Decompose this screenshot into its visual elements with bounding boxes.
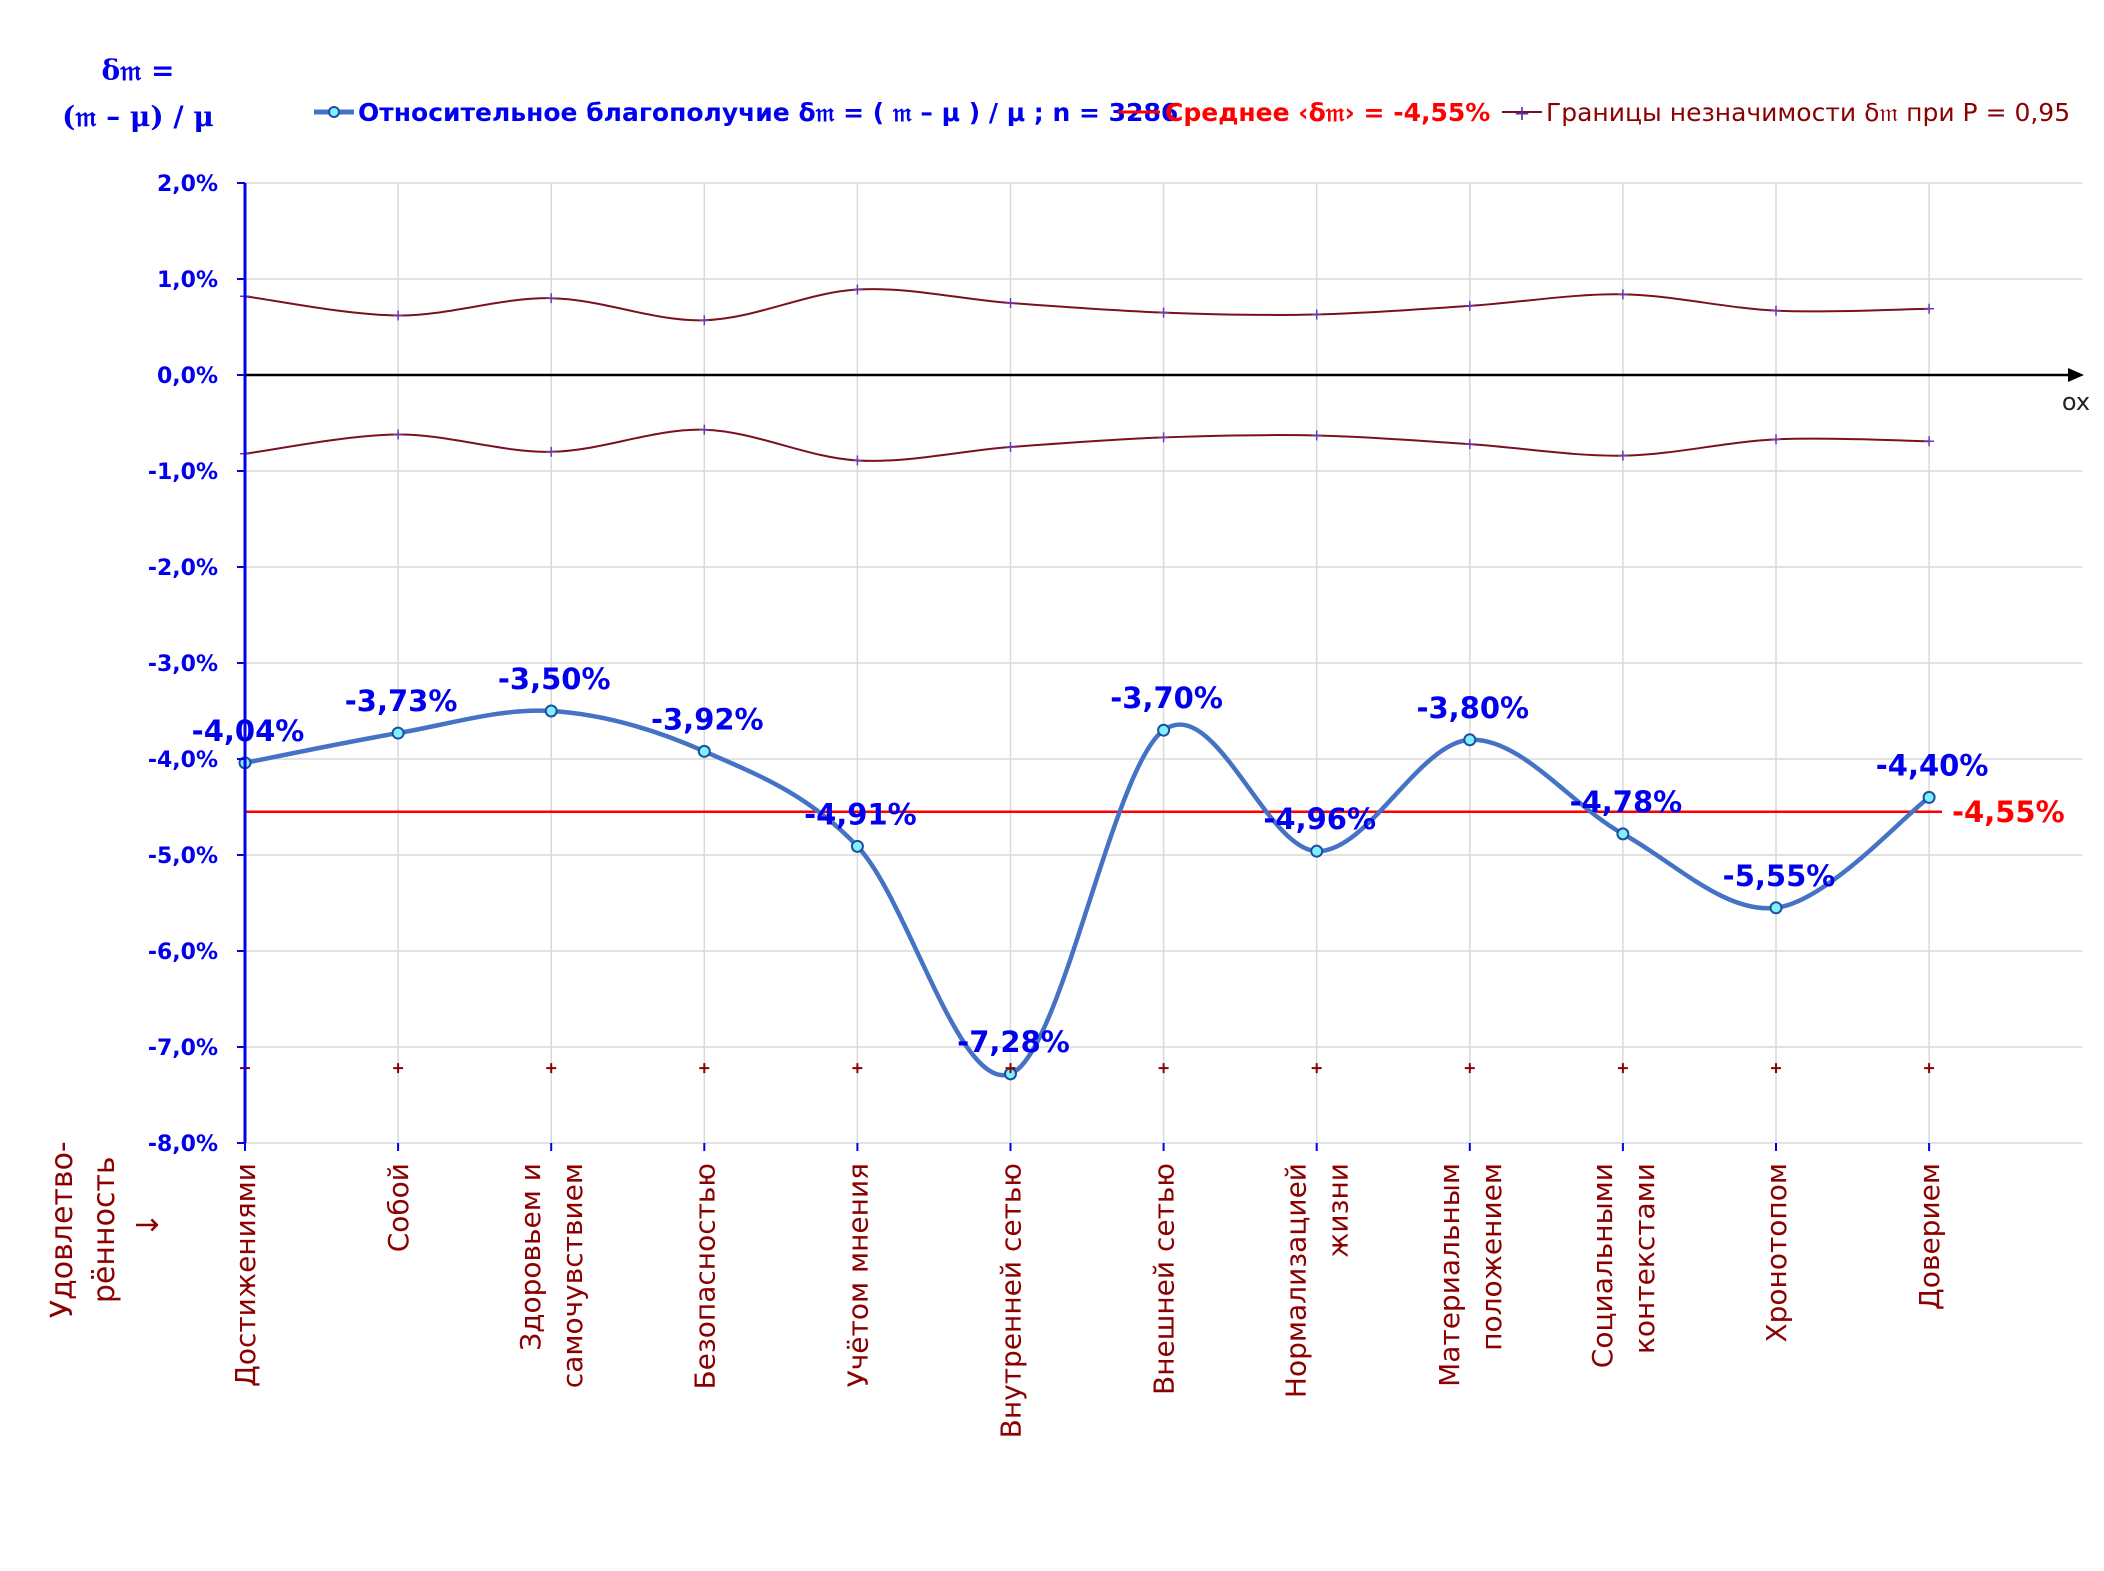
series-point	[391, 726, 405, 740]
bounds-lower-line	[244, 428, 1930, 462]
x-axis-title-line-3: ↓	[131, 1212, 166, 1237]
x-category-label: Социальными контекстами	[1586, 1163, 1661, 1368]
x-category-label: Внутренней сетью	[995, 1163, 1028, 1438]
legend-bounds-marker: +	[1514, 101, 1531, 125]
series-line	[244, 708, 1931, 1078]
x-category-label-line: самочувствием	[556, 1163, 589, 1388]
legend-series-marker	[328, 106, 340, 118]
series-point	[697, 744, 711, 758]
x-category-label-line: Доверием	[1913, 1163, 1946, 1310]
y-tick-label: -7,0%	[148, 1036, 218, 1061]
y-tick-label: 1,0%	[157, 268, 218, 293]
x-category-label: Собой	[382, 1163, 415, 1252]
bounds-upper-line	[244, 288, 1930, 322]
x-category-label: Доверием	[1913, 1163, 1946, 1310]
data-label: -3,50%	[498, 662, 611, 696]
series-point	[1769, 901, 1783, 915]
zero-axis-arrow	[2068, 368, 2084, 382]
series-point	[1616, 827, 1630, 841]
data-label: -4,78%	[1570, 785, 1683, 819]
y-tick-label: -8,0%	[148, 1132, 218, 1157]
series-point	[1157, 723, 1171, 737]
axes	[237, 182, 2084, 1151]
bottom-markers	[240, 1063, 1935, 1074]
x-category-label: Материальным положением	[1433, 1163, 1508, 1387]
x-category-label: Нормализацией жизни	[1280, 1163, 1355, 1398]
y-tick-label: -5,0%	[148, 844, 218, 869]
data-label: -3,92%	[651, 702, 764, 736]
x-category-label-line: Учётом мнения	[841, 1163, 874, 1387]
y-tick-label: -3,0%	[148, 652, 218, 677]
mean-label: -4,55%	[1952, 795, 2065, 829]
series-point	[1463, 733, 1477, 747]
y-axis-title-line-2: (𝔪 – μ) / μ	[62, 100, 214, 133]
data-label: -3,70%	[1110, 681, 1223, 715]
main-series: -4,04% -3,73% -3,50% -3,92% -4,91% -7,28% -3,7…	[192, 662, 1989, 1081]
data-label: -5,55%	[1723, 859, 1836, 893]
mean-line-group: -4,55%	[245, 795, 2065, 829]
data-label: -7,28%	[957, 1025, 1070, 1059]
x-axis-title: Удовлетво- рённость ↓	[45, 1132, 166, 1319]
y-tick-label: -2,0%	[148, 556, 218, 581]
series-point	[544, 704, 558, 718]
x-axis-name: ox	[2062, 388, 2090, 416]
x-category-label: Безопасностью	[688, 1163, 721, 1390]
y-tick-label: -1,0%	[148, 460, 218, 485]
legend-mean-label: Среднее ‹δ𝔪› = -4,55%	[1165, 98, 1490, 127]
x-category-label: Хронотопом	[1760, 1163, 1793, 1343]
x-axis-title-line-1: Удовлетво-	[45, 1141, 80, 1318]
x-category-label-line: Собой	[382, 1163, 415, 1252]
y-tick-labels: 2,0% 1,0% 0,0% -1,0% -2,0% -3,0% -4,0% -5,0% -6,…	[148, 172, 218, 1157]
x-category-label-line: Социальными	[1586, 1163, 1619, 1368]
x-category-label-line: Достижениями	[229, 1163, 262, 1387]
x-category-label-line: Безопасностью	[688, 1163, 721, 1390]
legend-series-label: Относительное благополучие δ𝔪 = ( 𝔪 – μ …	[358, 98, 1178, 127]
data-label: -4,04%	[192, 714, 305, 748]
data-label: -4,96%	[1263, 802, 1376, 836]
x-category-label-line: Внутренней сетью	[995, 1163, 1028, 1438]
x-category-label-line: жизни	[1322, 1163, 1355, 1258]
x-category-label-line: Хронотопом	[1760, 1163, 1793, 1343]
data-label: -3,73%	[345, 684, 458, 718]
data-label: -4,40%	[1876, 748, 1989, 782]
y-tick-label: -6,0%	[148, 940, 218, 965]
x-category-label-line: положением	[1475, 1163, 1508, 1351]
y-tick-label: 2,0%	[157, 172, 218, 197]
legend-bounds-label: Границы незначимости δ𝔪 при P = 0,95	[1546, 98, 2070, 127]
x-category-labels: Достижениями Собой Здоровьем и самочувствие…	[229, 1163, 1946, 1438]
x-category-label: Внешней сетью	[1148, 1163, 1181, 1395]
y-tick-label: -4,0%	[148, 748, 218, 773]
legend: Относительное благополучие δ𝔪 = ( 𝔪 – μ …	[314, 98, 2070, 127]
y-axis-title-line-1: δ𝔪 =	[102, 54, 175, 87]
x-category-label-line: Материальным	[1433, 1163, 1466, 1387]
significance-bounds	[240, 284, 1935, 466]
y-tick-label: 0,0%	[157, 364, 218, 389]
data-label: -4,91%	[804, 797, 917, 831]
series-point	[1310, 844, 1324, 858]
x-category-label: Достижениями	[229, 1163, 262, 1387]
x-category-label: Здоровьем и самочувствием	[514, 1163, 589, 1388]
series-point	[850, 839, 864, 853]
x-category-label-line: Здоровьем и	[514, 1163, 547, 1351]
x-category-label-line: Нормализацией	[1280, 1163, 1313, 1398]
x-axis-title-line-2: рённость	[87, 1156, 122, 1303]
data-label: -3,80%	[1416, 691, 1529, 725]
x-category-label-line: Внешней сетью	[1148, 1163, 1181, 1395]
x-category-label-line: контекстами	[1628, 1163, 1661, 1354]
x-category-label: Учётом мнения	[841, 1163, 874, 1387]
series-point	[1922, 790, 1936, 804]
